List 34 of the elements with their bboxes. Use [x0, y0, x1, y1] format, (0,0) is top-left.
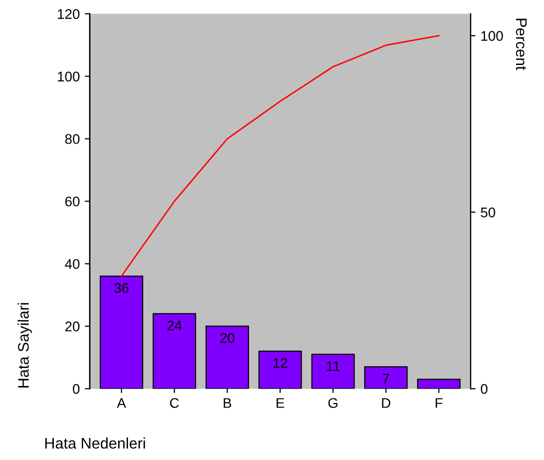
y-tick-label: 120 — [58, 9, 80, 19]
y-tick-label: 0 — [72, 384, 80, 394]
x-tick-label: A — [116, 398, 126, 408]
y-tick-label: 100 — [58, 72, 80, 82]
bar — [258, 350, 302, 389]
x-tick-label: G — [328, 398, 338, 408]
x-tick-label: C — [170, 398, 179, 408]
y2-axis-title: Percent — [516, 18, 527, 70]
x-tick-label: F — [436, 398, 443, 408]
line-series — [120, 34, 440, 277]
data-label: 7 — [382, 374, 390, 384]
x-tick-label: E — [276, 398, 284, 408]
y-tick-label: 60 — [65, 196, 80, 206]
y-tick-label: 40 — [64, 259, 80, 269]
bar — [311, 354, 355, 389]
bar — [417, 378, 461, 389]
y-axis-title: Hata Sayilari — [18, 303, 32, 388]
bar — [100, 276, 144, 389]
data-label: 12 — [273, 358, 288, 368]
y-tick-label: 80 — [65, 134, 80, 144]
y-tick-label: 20 — [65, 322, 80, 332]
y2-tick-label: 50 — [480, 208, 496, 218]
y2-tick-label: 0 — [480, 384, 488, 394]
bar — [206, 326, 249, 389]
x-tick-label: D — [382, 398, 390, 408]
data-label: 24 — [167, 320, 182, 330]
bar — [364, 366, 408, 389]
y2-tick-label: 100 — [481, 31, 503, 41]
x-tick-label: B — [224, 398, 232, 408]
x-axis-title: Hata Nedenleri — [45, 437, 145, 449]
data-label: 11 — [326, 361, 340, 371]
data-label: 36 — [114, 283, 129, 293]
data-label: 20 — [220, 333, 234, 343]
bar — [152, 313, 196, 389]
